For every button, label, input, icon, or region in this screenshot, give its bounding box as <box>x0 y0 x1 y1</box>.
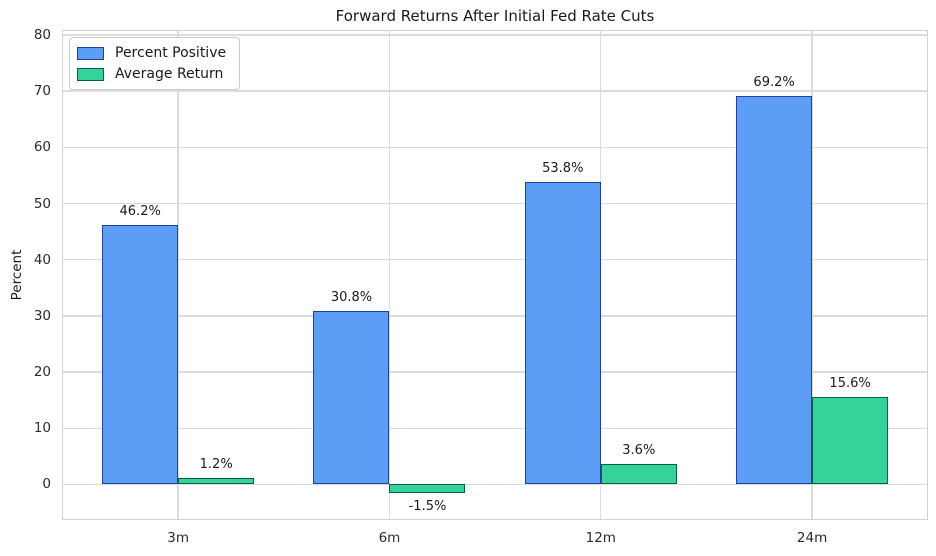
bar-value-label: 15.6% <box>829 375 871 391</box>
legend-label: Average Return <box>115 66 224 82</box>
bar-value-label: -1.5% <box>408 498 447 514</box>
y-tick-label: 80 <box>33 26 51 43</box>
bar-value-label: 1.2% <box>199 456 233 472</box>
y-tick-label: 20 <box>33 364 51 381</box>
y-tick-label: 30 <box>33 307 51 324</box>
gridline-h <box>63 146 927 148</box>
bar-value-label: 30.8% <box>330 290 373 306</box>
legend-item-average-return: Average Return <box>77 66 226 82</box>
y-tick-label: 40 <box>33 251 51 268</box>
legend-swatch-average-return <box>77 67 104 81</box>
gridline-h <box>63 202 927 205</box>
bar-3m-average-return <box>178 477 255 485</box>
gridline-h <box>63 34 927 36</box>
bar-6m-average-return <box>389 484 466 493</box>
bar-24m-average-return <box>812 396 889 485</box>
chart-title: Forward Returns After Initial Fed Rate C… <box>335 7 655 25</box>
x-tick-label: 24m <box>796 530 828 546</box>
plot-area: Percent Positive Average Return 0 10 20 30 4… <box>34 27 928 546</box>
y-tick-label: 0 <box>42 476 51 493</box>
gridline-h <box>63 259 927 261</box>
bar-value-label: 3.6% <box>622 443 656 459</box>
bar-12m-percent-positive <box>524 182 601 485</box>
y-tick-label: 60 <box>33 139 51 156</box>
legend-label: Percent Positive <box>115 45 227 61</box>
gridline-h <box>63 315 927 317</box>
x-tick-label: 6m <box>378 530 401 546</box>
x-tick-label: 12m <box>585 530 616 546</box>
bar-value-label: 69.2% <box>753 74 795 90</box>
y-tick-label: 50 <box>33 195 51 212</box>
bar-24m-percent-positive <box>736 95 813 485</box>
y-tick-label: 70 <box>33 83 51 100</box>
legend-swatch-percent-positive <box>77 46 104 60</box>
bar-value-label: 53.8% <box>542 161 584 177</box>
gridline-h <box>63 483 927 486</box>
bar-3m-percent-positive <box>102 224 179 485</box>
gridline-h <box>63 371 927 373</box>
legend: Percent Positive Average Return <box>69 37 241 90</box>
legend-item-percent-positive: Percent Positive <box>77 45 226 61</box>
x-tick-label: 3m <box>167 530 190 546</box>
bar-6m-percent-positive <box>313 311 390 485</box>
y-tick-label: 10 <box>33 420 51 437</box>
gridline-v <box>388 31 391 519</box>
bar-value-label: 46.2% <box>119 203 161 219</box>
gridline-h <box>63 427 927 429</box>
bar-12m-average-return <box>600 464 677 485</box>
gridline-h <box>63 90 927 92</box>
